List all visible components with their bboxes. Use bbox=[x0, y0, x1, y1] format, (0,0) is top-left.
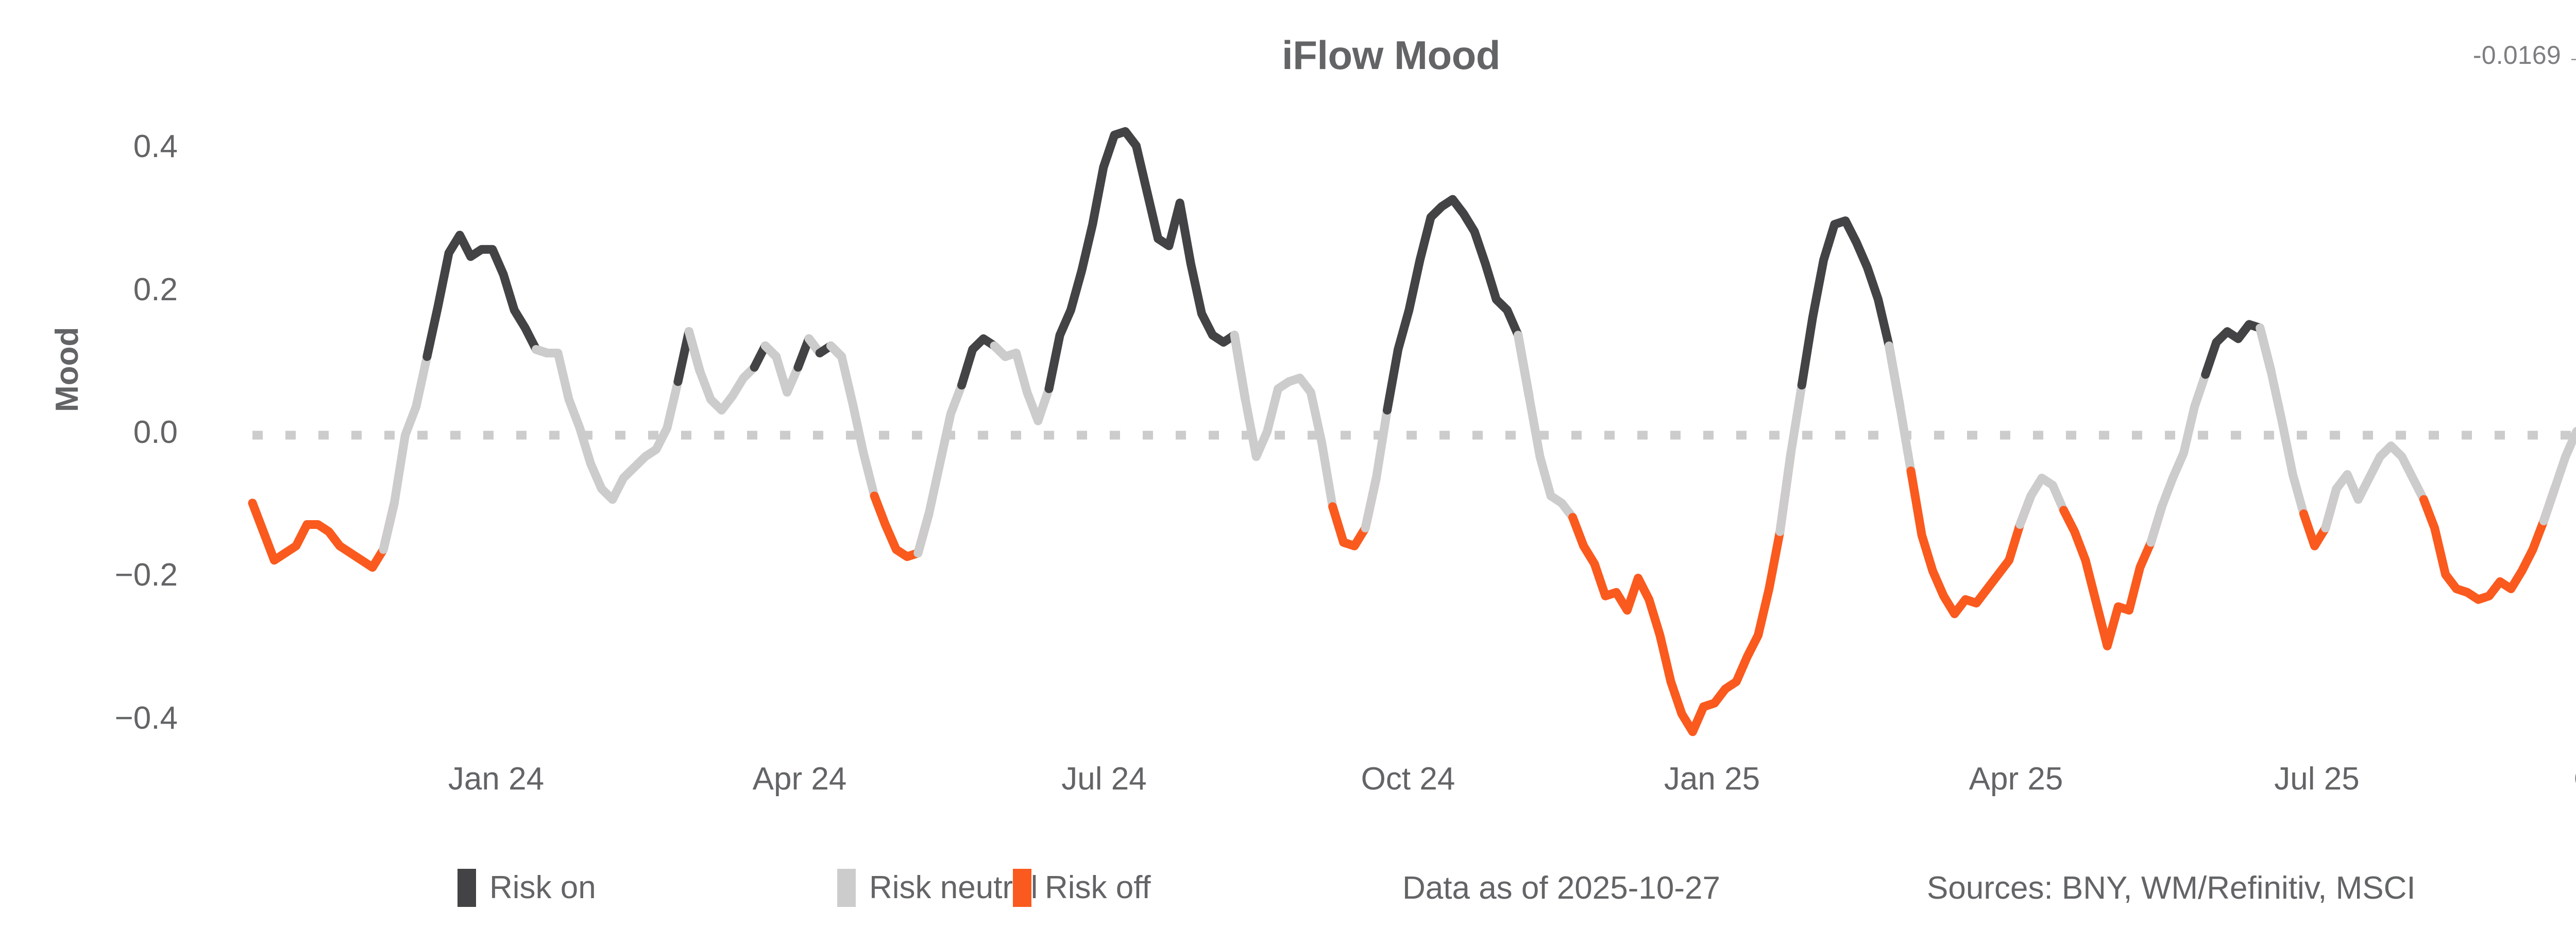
mood-series bbox=[248, 127, 2576, 736]
mood-line-segment bbox=[1230, 331, 1348, 547]
legend-item-risk-neutral[interactable]: Risk neutral bbox=[837, 863, 1038, 913]
mood-line-segment bbox=[1906, 466, 2036, 619]
mood-line-segment bbox=[1044, 127, 1250, 404]
y-tick-label-2: 0.0 bbox=[133, 415, 178, 450]
legend: Risk on Risk neutral Risk off Data as of… bbox=[0, 863, 2576, 913]
mood-line-segment bbox=[1568, 449, 1795, 736]
legend-label-risk-off: Risk off bbox=[1045, 870, 1151, 905]
mood-line-segment bbox=[1382, 195, 1534, 415]
y-tick-label-4: −0.4 bbox=[114, 700, 178, 736]
y-tick-label-1: 0.2 bbox=[133, 272, 178, 307]
mood-line-segment bbox=[1797, 216, 1905, 411]
x-tick-label-1: Apr 24 bbox=[752, 761, 847, 797]
sources-note: Sources: BNY, WM/Refinitiv, MSCI bbox=[1927, 870, 2416, 906]
mood-line-segment bbox=[2059, 502, 2166, 650]
legend-swatch-risk-off bbox=[1013, 869, 1031, 907]
page-title: iFlow Mood bbox=[1282, 32, 1500, 78]
data-as-of-note: Data as of 2025-10-27 bbox=[1402, 870, 1720, 906]
x-tick-label-6: Jul 25 bbox=[2274, 761, 2360, 797]
x-tick-label-2: Jul 24 bbox=[1061, 761, 1147, 797]
y-tick-label-0: 0.4 bbox=[133, 129, 178, 164]
mood-line-segment bbox=[2539, 426, 2576, 525]
legend-item-risk-on[interactable]: Risk on bbox=[457, 863, 596, 913]
mood-line-segment bbox=[422, 231, 552, 361]
arrow-right-icon: → bbox=[2561, 41, 2576, 70]
mood-line-segment bbox=[532, 327, 693, 504]
legend-label-risk-neutral: Risk neutral bbox=[869, 870, 1038, 905]
x-tick-label-7: Oct 25 bbox=[2574, 763, 2576, 795]
current-reading-annotation: -0.0169→risk neutral bbox=[2473, 40, 2576, 70]
legend-swatch-risk-neutral bbox=[837, 869, 856, 907]
x-tick-label-5: Apr 25 bbox=[1969, 761, 2063, 797]
legend-swatch-risk-on bbox=[457, 869, 476, 907]
x-tick-label-4: Jan 25 bbox=[1664, 761, 1760, 797]
current-reading-value: -0.0169 bbox=[2472, 41, 2561, 70]
x-tick-label-3: Oct 24 bbox=[1361, 761, 1455, 797]
mood-line-segment bbox=[248, 499, 399, 572]
x-tick-label-0: Jan 24 bbox=[448, 761, 545, 797]
y-tick-label-3: −0.2 bbox=[114, 557, 178, 593]
mood-line-segment bbox=[2419, 484, 2560, 604]
legend-label-risk-on: Risk on bbox=[489, 870, 596, 905]
legend-item-risk-off[interactable]: Risk off bbox=[1013, 863, 1151, 913]
mood-line-segment bbox=[2321, 441, 2439, 533]
